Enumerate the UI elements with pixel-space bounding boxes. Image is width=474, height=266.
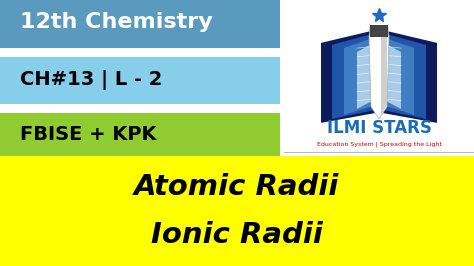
Polygon shape xyxy=(344,37,376,115)
Text: Education System | Spreading the Light: Education System | Spreading the Light xyxy=(317,141,441,147)
FancyBboxPatch shape xyxy=(0,156,474,266)
Polygon shape xyxy=(357,42,376,109)
FancyBboxPatch shape xyxy=(284,0,474,156)
FancyBboxPatch shape xyxy=(0,57,280,104)
Polygon shape xyxy=(369,27,389,119)
Polygon shape xyxy=(332,33,376,119)
Polygon shape xyxy=(321,30,376,123)
Text: 12th Chemistry: 12th Chemistry xyxy=(19,13,212,32)
FancyBboxPatch shape xyxy=(0,0,280,48)
Text: CH#13 | L - 2: CH#13 | L - 2 xyxy=(19,70,162,90)
Text: ILMI STARS: ILMI STARS xyxy=(327,119,431,137)
Text: Ionic Radii: Ionic Radii xyxy=(151,221,323,249)
Polygon shape xyxy=(382,37,414,115)
Polygon shape xyxy=(382,42,401,109)
Polygon shape xyxy=(381,37,387,115)
Text: Atomic Radii: Atomic Radii xyxy=(134,173,340,201)
FancyBboxPatch shape xyxy=(0,113,280,156)
Polygon shape xyxy=(382,33,426,119)
Text: FBISE + KPK: FBISE + KPK xyxy=(19,125,156,144)
Polygon shape xyxy=(370,25,388,37)
Polygon shape xyxy=(382,30,437,123)
